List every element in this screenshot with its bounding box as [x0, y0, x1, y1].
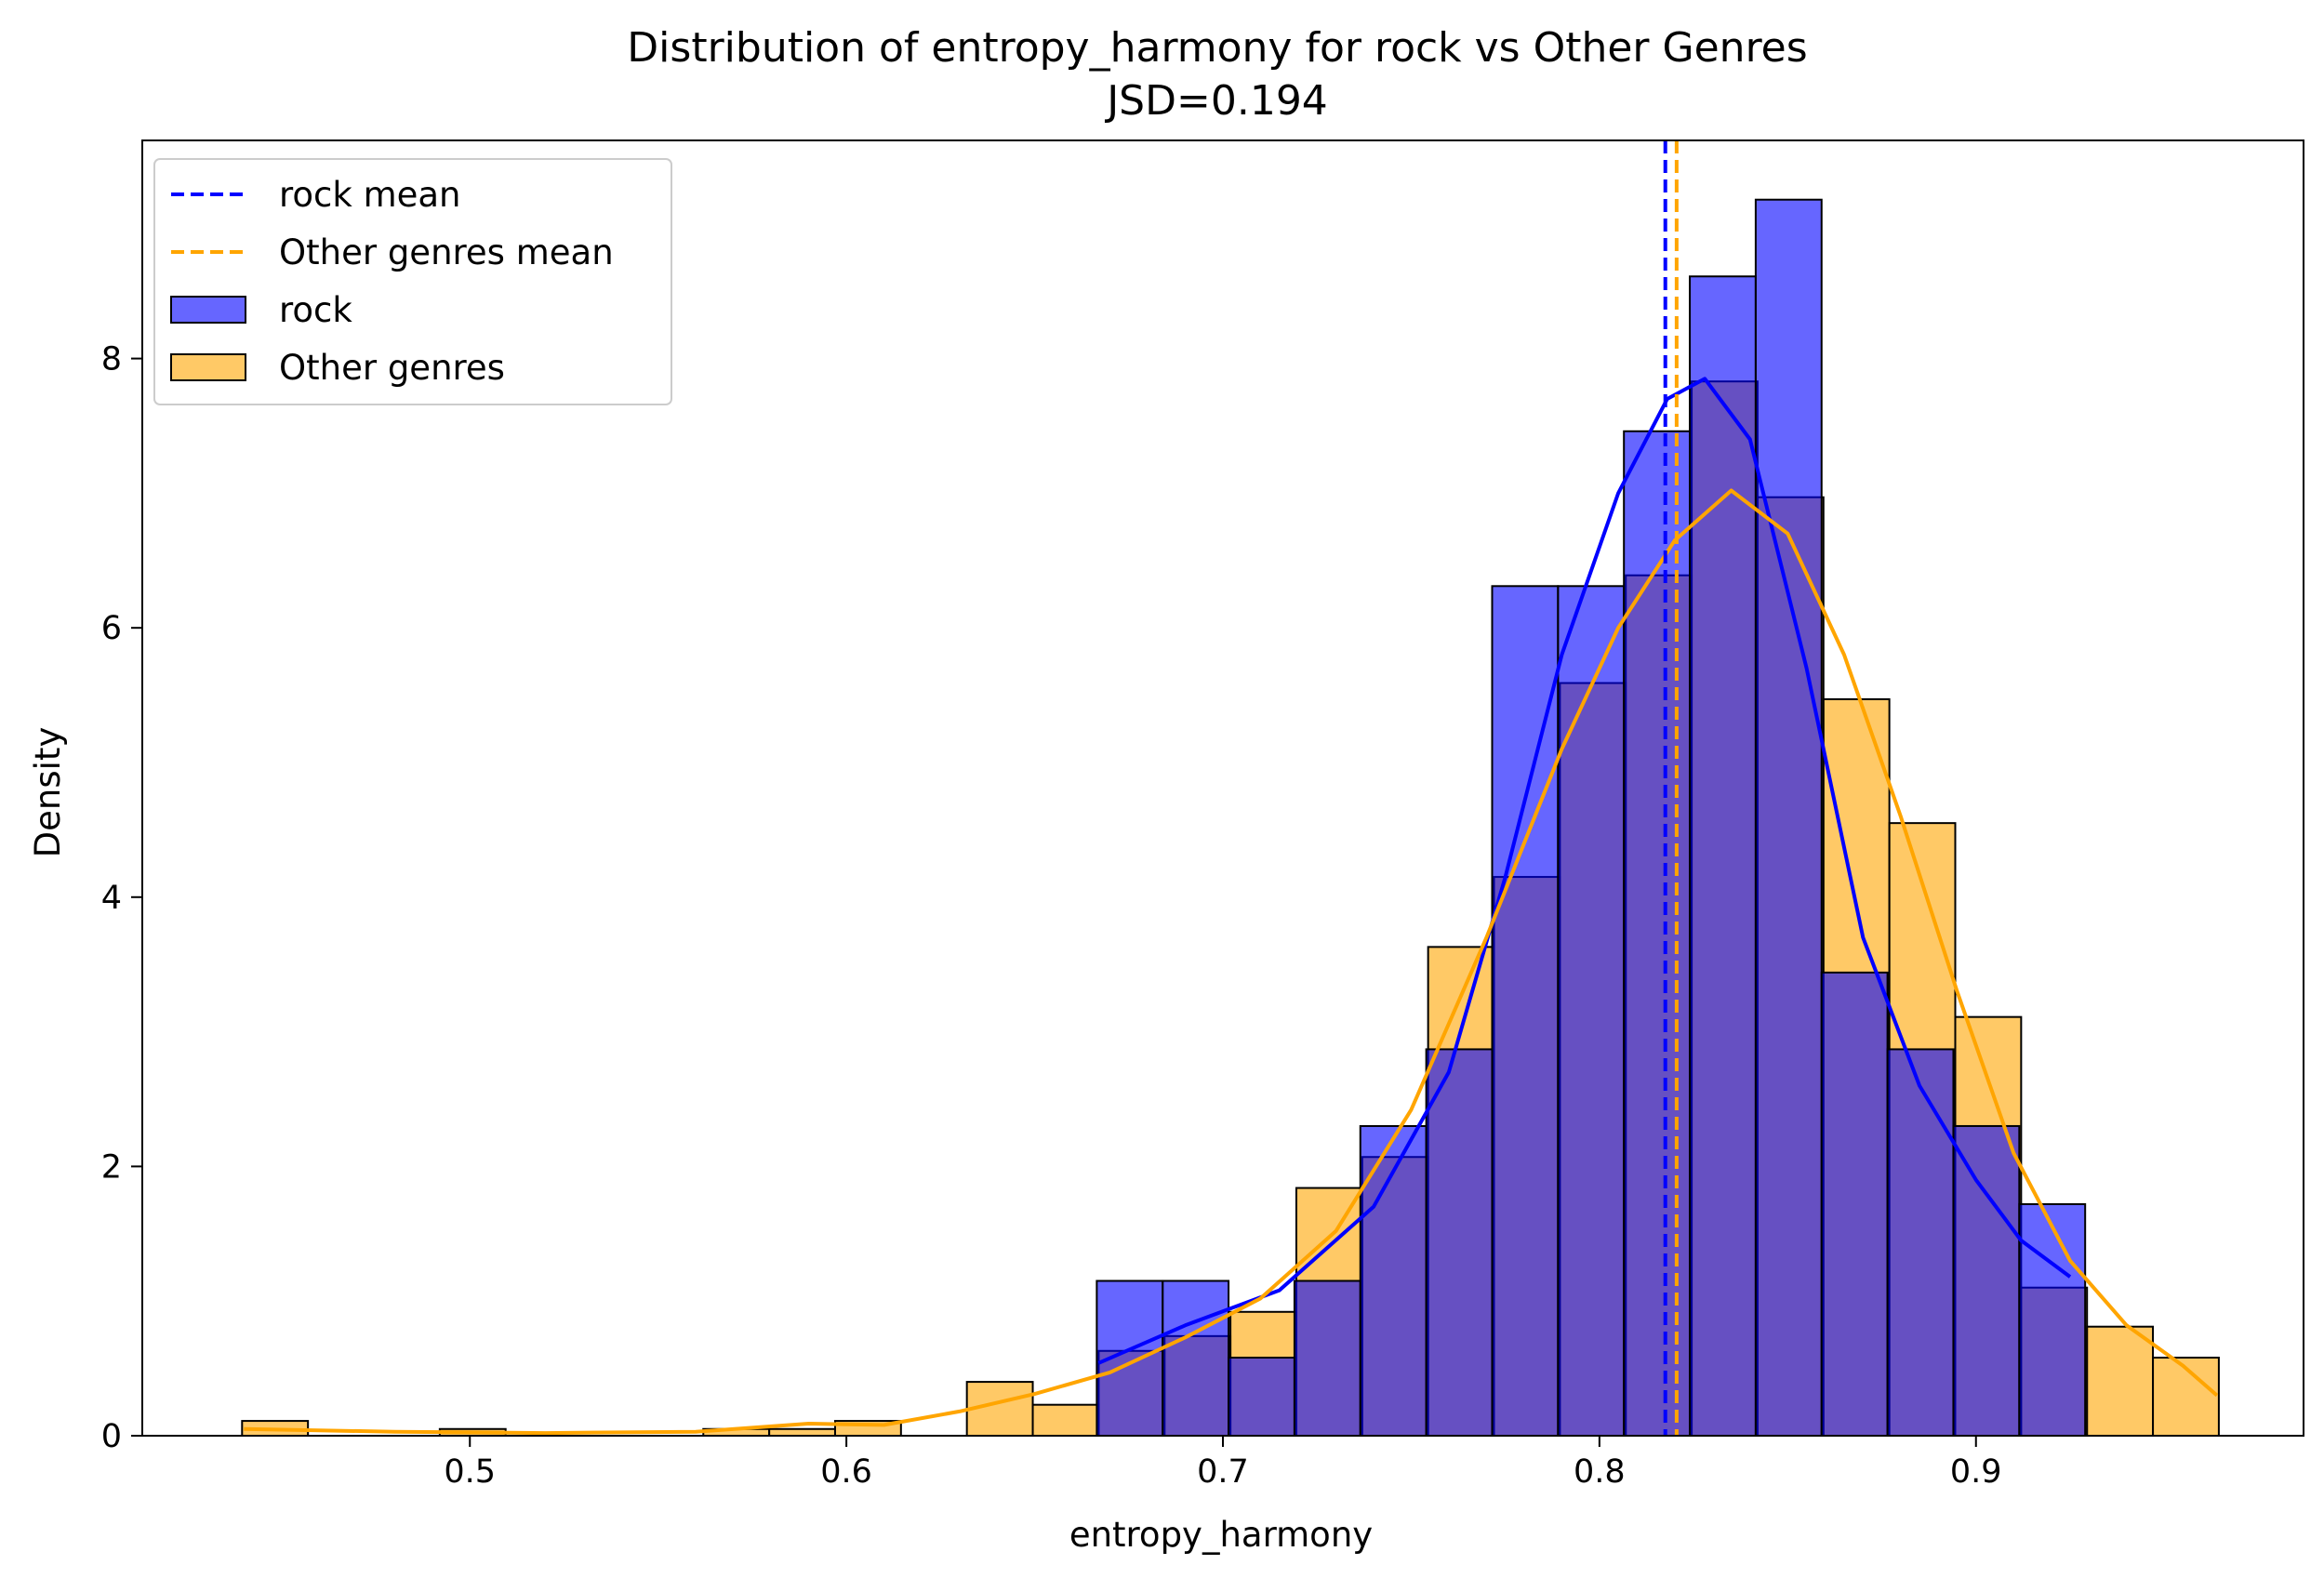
- rock-bar-12: [1886, 1048, 1955, 1438]
- legend: rock mean Other genres mean rock Other g…: [153, 158, 672, 405]
- rock-bar-3: [1293, 1280, 1361, 1438]
- x-axis: 0.5 0.6 0.7 0.8 0.9: [444, 1436, 2002, 1491]
- x-tick-label: 0.9: [1950, 1453, 2002, 1491]
- y-tick-label: 2: [101, 1148, 122, 1186]
- rock-kde-line: [1097, 377, 2072, 1365]
- y-tick-label: 6: [101, 610, 122, 647]
- rock-bar-4: [1359, 1124, 1428, 1437]
- kde-curves: [244, 377, 2219, 1436]
- mean-lines: [1663, 140, 1679, 1436]
- legend-rock-mean-label: rock mean: [279, 175, 461, 215]
- legend-other-mean-label: Other genres mean: [279, 232, 614, 272]
- x-tick-label: 0.8: [1574, 1453, 1626, 1491]
- rock-bar-6: [1491, 585, 1560, 1437]
- rock-bar-13: [1952, 1124, 2021, 1437]
- y-axis-label: Density: [28, 727, 68, 858]
- rock-bar-11: [1820, 971, 1889, 1437]
- y-axis: 0 2 4 6 8: [101, 341, 142, 1455]
- x-axis-label: entropy_harmony: [1069, 1515, 1373, 1555]
- legend-box: [153, 158, 672, 405]
- x-tick-label: 0.6: [820, 1453, 872, 1491]
- rock-bar-1: [1162, 1280, 1230, 1438]
- other-bar-8: [768, 1427, 836, 1438]
- rock-bar-8: [1623, 430, 1692, 1437]
- rock-bars: [1096, 198, 2087, 1438]
- chart-title: Distribution of entropy_harmony for rock…: [627, 24, 1807, 72]
- legend-other-swatch: [170, 353, 246, 381]
- y-tick-label: 0: [101, 1418, 122, 1455]
- rock-bar-9: [1689, 275, 1757, 1438]
- legend-rock-swatch: [170, 296, 246, 324]
- other-kde-line: [244, 488, 2219, 1436]
- rock-bar-5: [1425, 1048, 1494, 1438]
- rock-bar-7: [1557, 585, 1626, 1437]
- other-bar-12: [1031, 1403, 1100, 1438]
- legend-other-label: Other genres: [279, 348, 505, 388]
- x-tick-label: 0.7: [1197, 1453, 1249, 1491]
- legend-rock-label: rock: [279, 290, 352, 330]
- chart-subtitle: JSD=0.194: [1104, 77, 1328, 125]
- rock-bar-10: [1754, 198, 1823, 1437]
- rock-bar-2: [1228, 1357, 1295, 1437]
- y-tick-label: 4: [101, 880, 122, 917]
- other-bar-28: [2086, 1325, 2155, 1437]
- y-tick-label: 8: [101, 341, 122, 378]
- rock-bar-14: [2018, 1202, 2087, 1437]
- x-tick-label: 0.5: [444, 1453, 496, 1491]
